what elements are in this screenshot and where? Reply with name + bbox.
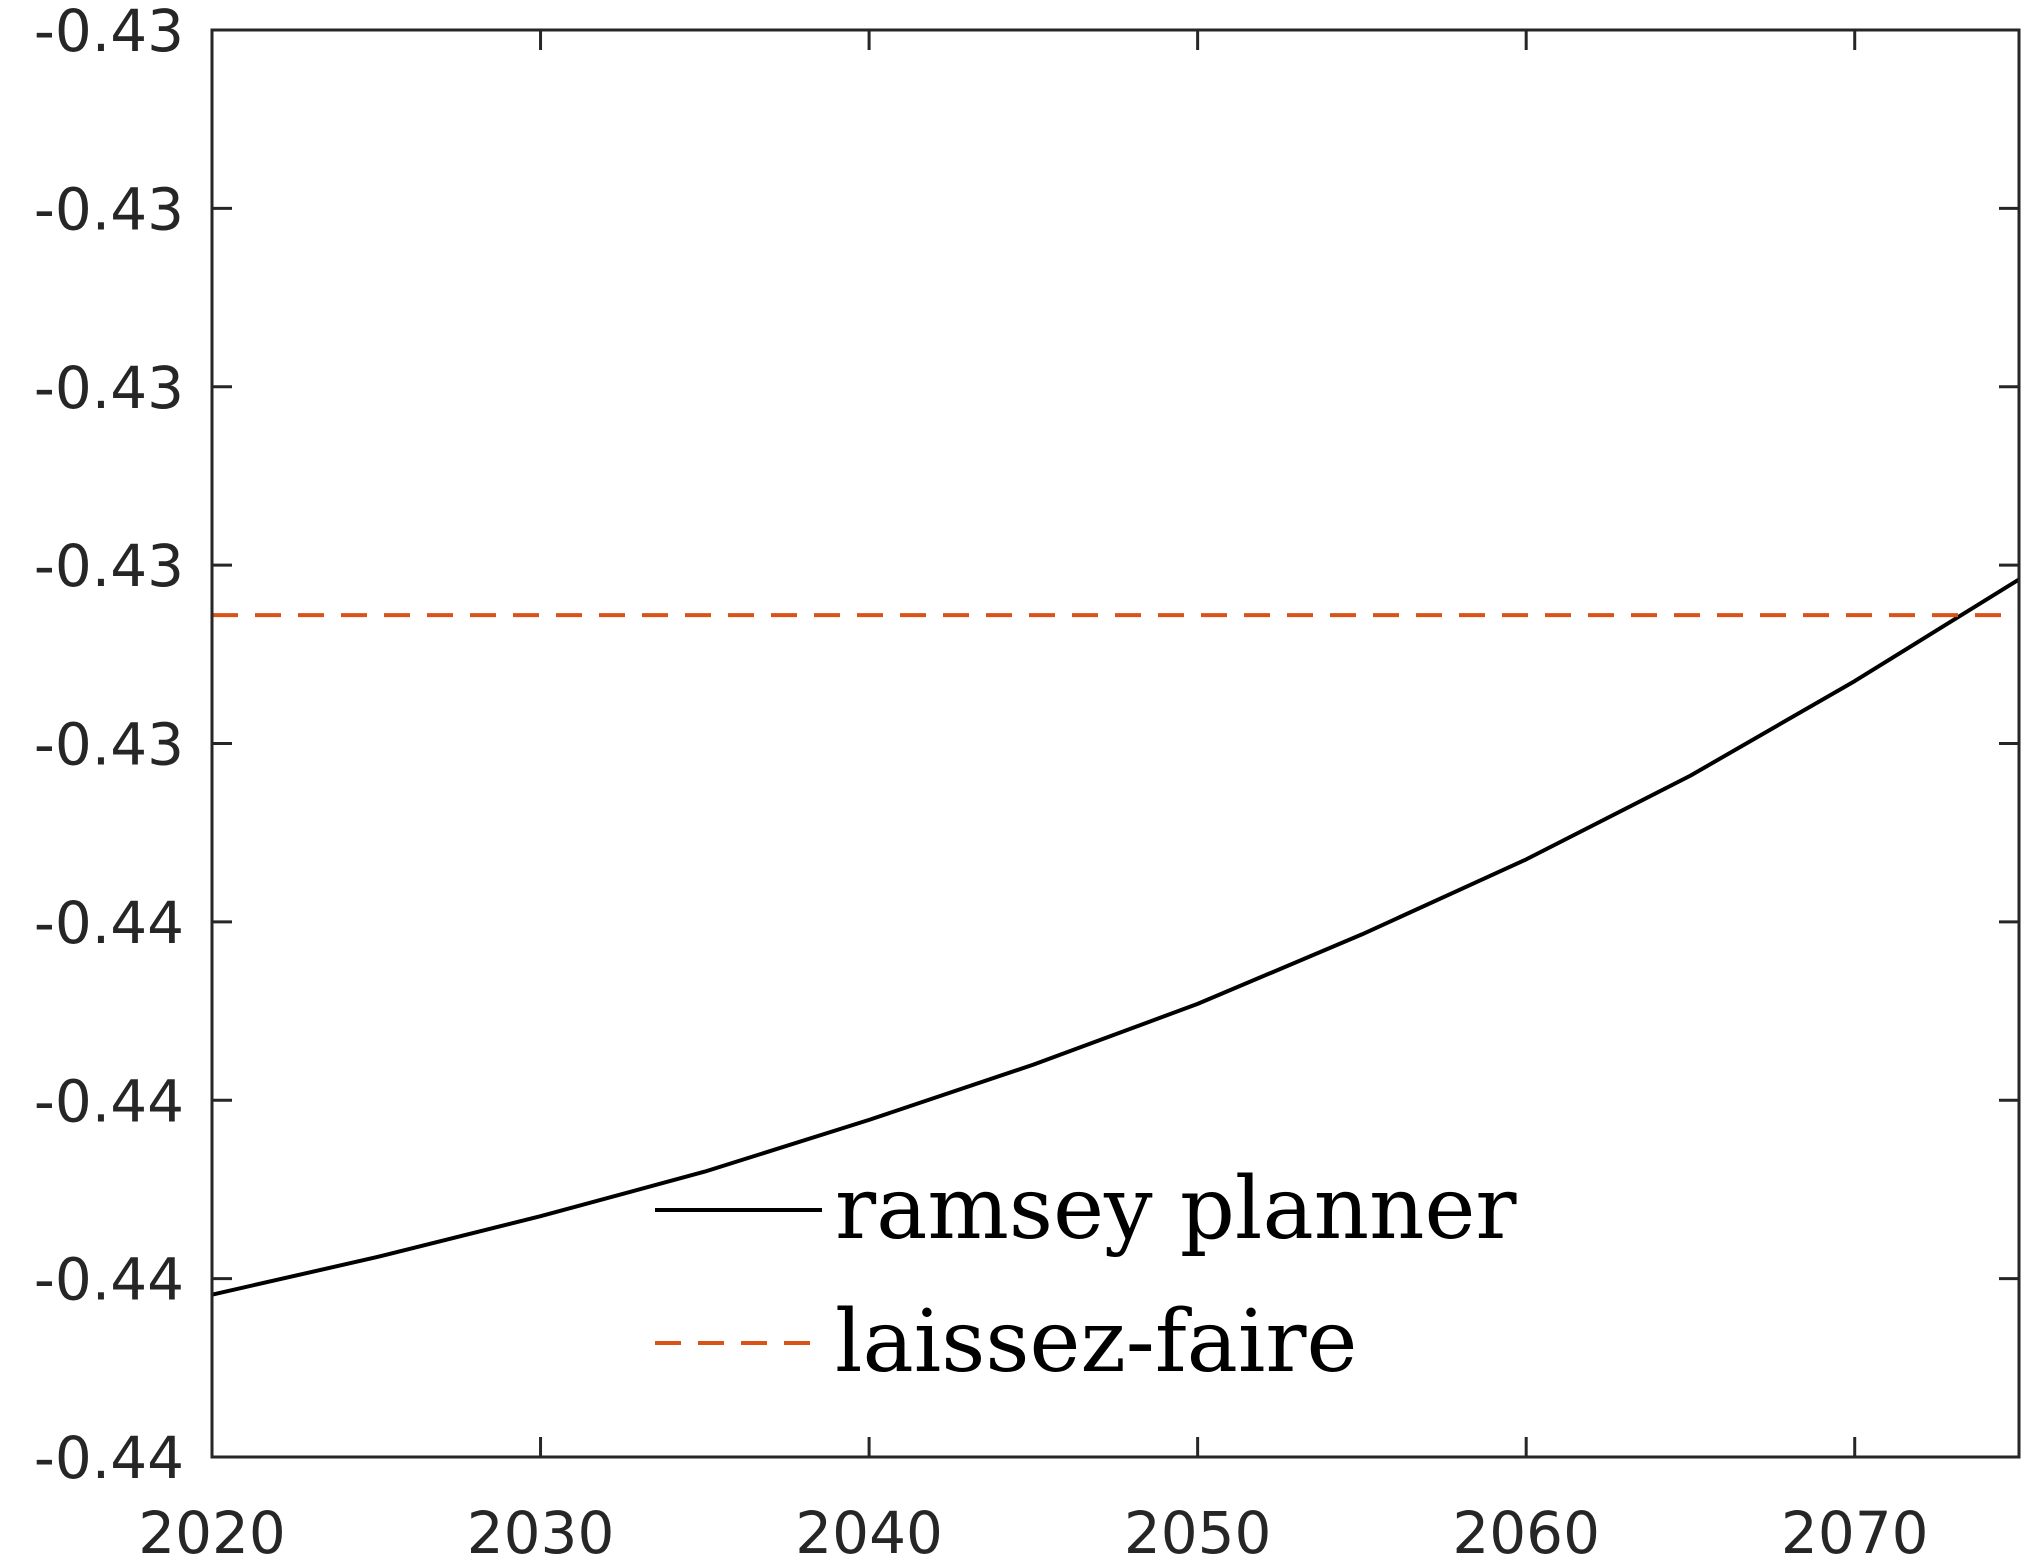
x-tick-label: 2040 <box>795 1499 943 1554</box>
y-tick-label: -0.43 <box>34 175 184 243</box>
y-tick-label: -0.43 <box>34 354 184 422</box>
series-line-1 <box>211 577 2021 1297</box>
y-tick-label: -0.43 <box>34 532 184 600</box>
legend: ramsey planner laissez-faire <box>655 1159 1517 1392</box>
y-tick-label: -0.43 <box>34 0 184 65</box>
y-tick-label: -0.44 <box>34 1067 184 1135</box>
x-tick-label: 2030 <box>467 1499 615 1554</box>
y-tick-label: -0.44 <box>34 1424 184 1492</box>
x-tick-label: 2060 <box>1452 1499 1600 1554</box>
x-tick-label: 2070 <box>1781 1499 1929 1554</box>
x-tick-label: 2020 <box>138 1499 286 1554</box>
x-tick-label: 2050 <box>1124 1499 1272 1554</box>
legend-label-2: laissez-faire <box>835 1292 1357 1392</box>
y-tick-label: -0.44 <box>34 1246 184 1314</box>
series-layer <box>211 577 2021 1297</box>
y-tick-label: -0.43 <box>34 711 184 779</box>
legend-label-1: ramsey planner <box>835 1159 1517 1259</box>
y-tick-label: -0.44 <box>34 889 184 957</box>
axis-ticks: 2020 2030 2040 2050 2060 2070 -0.44 -0.44 -0.44 -… <box>34 0 2019 1554</box>
